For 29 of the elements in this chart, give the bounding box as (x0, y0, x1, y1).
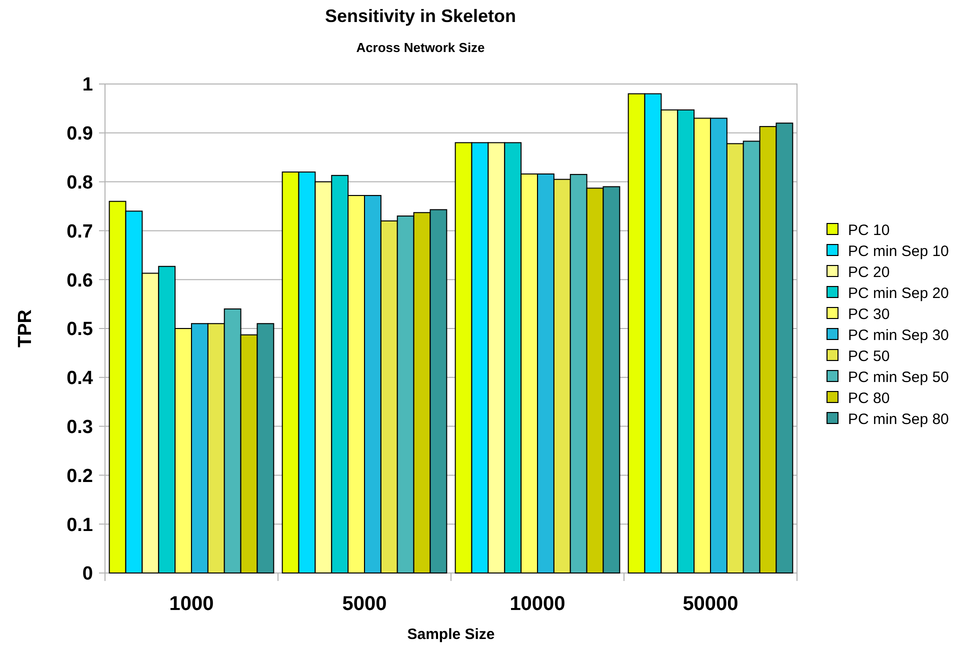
legend-label: PC 10 (848, 222, 890, 239)
y-tick-label: 0 (82, 564, 93, 585)
legend-label: PC min Sep 10 (848, 242, 949, 260)
legend-label: PC min Sep 50 (848, 368, 949, 386)
y-axis-title: TPR (15, 309, 36, 348)
y-tick-label: 0.6 (66, 270, 93, 292)
chart-title: Sensitivity in Skeleton (324, 6, 516, 26)
legend-label: PC 80 (848, 390, 890, 407)
y-tick-label: 0.7 (66, 221, 93, 242)
y-tick-label: 0.4 (66, 368, 94, 390)
legend-label: PC 20 (848, 264, 890, 281)
x-tick-label: 1000 (169, 593, 214, 615)
chart-subtitle: Across Network Size (356, 40, 485, 55)
x-tick-label: 50000 (682, 593, 738, 615)
legend-label: PC 30 (848, 306, 890, 323)
x-axis-title: Sample Size (407, 626, 495, 643)
legend-label: PC min Sep 80 (848, 410, 949, 428)
x-tick-label: 5000 (342, 593, 387, 615)
legend-label: PC min Sep 30 (848, 326, 949, 344)
y-tick-label: 0.2 (66, 466, 93, 487)
legend-label: PC min Sep 20 (848, 284, 949, 302)
y-tick-label: 1 (82, 74, 94, 96)
y-tick-label: 0.5 (66, 319, 94, 340)
y-tick-label: 0.9 (66, 124, 93, 145)
x-tick-label: 10000 (510, 593, 566, 615)
y-tick-label: 0.8 (66, 172, 93, 194)
legend-label: PC 50 (848, 348, 890, 365)
y-tick-label: 0.3 (66, 416, 93, 438)
y-tick-label: 0.1 (66, 514, 94, 536)
